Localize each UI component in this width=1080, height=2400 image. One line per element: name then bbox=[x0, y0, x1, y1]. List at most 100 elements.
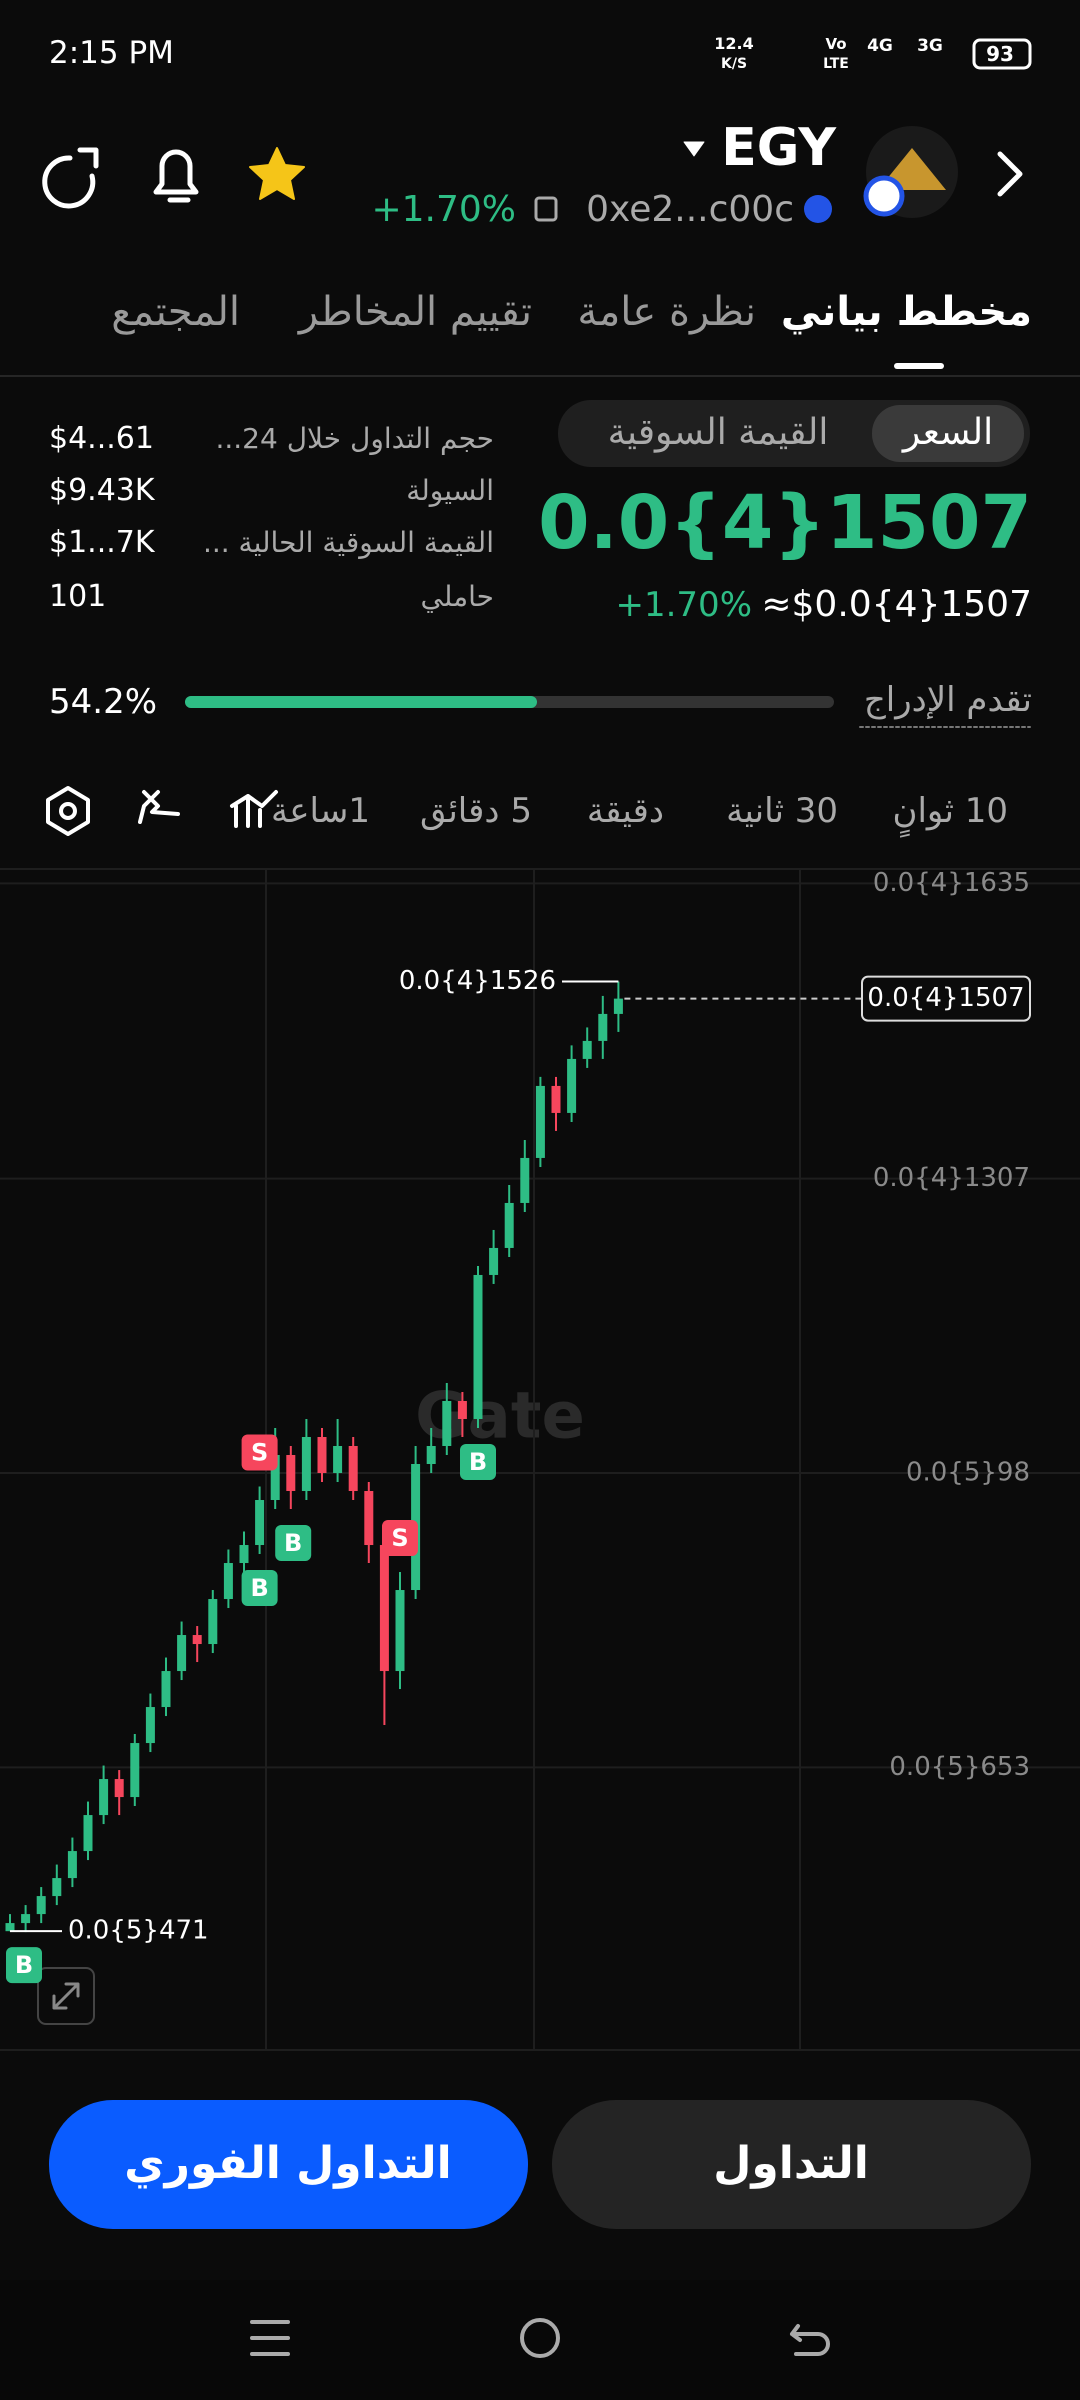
low-label: 0.0{5}471 bbox=[68, 1916, 209, 1946]
candle-body bbox=[301, 1436, 311, 1492]
candle-body bbox=[395, 1590, 405, 1672]
copy-icon[interactable] bbox=[534, 196, 558, 222]
trade-marker-label: B bbox=[469, 1448, 487, 1476]
candle-body bbox=[36, 1896, 46, 1915]
bell-icon[interactable] bbox=[153, 149, 199, 203]
candle-body bbox=[239, 1545, 249, 1564]
last-price-label: 0.0{4}1507 bbox=[867, 983, 1024, 1013]
trade-marker-label: S bbox=[251, 1439, 268, 1467]
interval[interactable]: 5 دقائق bbox=[419, 790, 532, 831]
verify-icon bbox=[804, 195, 832, 223]
candle-body bbox=[161, 1671, 171, 1708]
signal-label: LTE bbox=[823, 55, 849, 72]
net-speed: 12.4 bbox=[714, 34, 754, 54]
trade-marker-label: B bbox=[15, 1951, 33, 1979]
chain-badge bbox=[863, 175, 905, 217]
trade-marker-label: B bbox=[250, 1574, 268, 1602]
toggle-option[interactable]: السعر bbox=[902, 412, 994, 454]
candle-body bbox=[21, 1914, 31, 1924]
status-time: 2:15 PM bbox=[49, 35, 174, 72]
watermark: Gate bbox=[415, 1380, 585, 1454]
candle-body bbox=[489, 1247, 499, 1275]
candle-body bbox=[99, 1779, 109, 1816]
candle-body bbox=[83, 1815, 93, 1852]
trade-button[interactable] bbox=[552, 2100, 1031, 2229]
token-address[interactable]: 0xe2...c00c bbox=[586, 189, 794, 231]
usd-price: ≈$0.0{4}1507 bbox=[761, 584, 1032, 626]
candle-body bbox=[551, 1085, 561, 1113]
stat-value: $4...61 bbox=[49, 421, 154, 456]
progress-label: تقدم الإدراج bbox=[863, 679, 1032, 720]
settings-icon[interactable] bbox=[46, 786, 90, 836]
token-symbol[interactable]: EGY bbox=[721, 117, 836, 178]
button-label[interactable]: التداول الفوري bbox=[124, 2137, 452, 2189]
nav-home[interactable] bbox=[520, 2318, 560, 2358]
refresh-icon[interactable] bbox=[42, 147, 99, 209]
indicator-icon[interactable] bbox=[230, 790, 278, 828]
star-icon[interactable] bbox=[249, 147, 305, 200]
stat-label: السيولة bbox=[406, 474, 494, 508]
high-label: 0.0{4}1526 bbox=[399, 966, 556, 996]
tab[interactable]: تقييم المخاطر bbox=[298, 289, 532, 335]
expand-icon bbox=[52, 1982, 80, 2010]
candle-body bbox=[192, 1635, 202, 1645]
next-icon[interactable] bbox=[997, 151, 1023, 197]
candle-body bbox=[208, 1599, 218, 1645]
net-unit: K/S bbox=[720, 55, 748, 72]
trade-marker bbox=[241, 1434, 278, 1471]
nav-back[interactable] bbox=[790, 2324, 830, 2356]
candle-body bbox=[504, 1202, 514, 1248]
stat-label: حاملي bbox=[420, 580, 494, 614]
tab[interactable]: نظرة عامة bbox=[577, 289, 756, 335]
candle-body bbox=[5, 1923, 15, 1932]
candle-body bbox=[114, 1779, 124, 1798]
trade-marker bbox=[460, 1443, 496, 1480]
candle-body bbox=[223, 1563, 233, 1600]
button-label[interactable]: التداول bbox=[713, 2137, 869, 2189]
dropdown-icon[interactable] bbox=[683, 141, 705, 157]
y-tick-label: 0.0{4}1635 bbox=[873, 868, 1030, 898]
y-tick-label: 0.0{4}1307 bbox=[873, 1163, 1030, 1193]
signal-label: 4G bbox=[867, 35, 893, 56]
tab[interactable]: المجتمع bbox=[111, 289, 240, 335]
interval[interactable]: 10 ثوانٍ bbox=[892, 790, 1008, 831]
candle-body bbox=[613, 998, 623, 1014]
candle-body bbox=[177, 1635, 187, 1672]
interval[interactable]: دقيقة bbox=[586, 790, 664, 831]
battery-icon bbox=[972, 38, 1032, 70]
trade-marker-label: B bbox=[284, 1529, 302, 1557]
stat-value: $1...7K bbox=[49, 525, 155, 560]
last-price-box bbox=[861, 975, 1031, 1022]
trade-marker bbox=[241, 1570, 278, 1607]
candle-body bbox=[442, 1400, 452, 1446]
interval[interactable]: 1ساعة bbox=[270, 790, 370, 831]
tab[interactable]: مخطط بياني bbox=[780, 289, 1032, 335]
candle-body bbox=[582, 1040, 592, 1059]
candle-body bbox=[67, 1851, 77, 1879]
nav-menu[interactable] bbox=[250, 2320, 290, 2356]
toggle-active[interactable] bbox=[872, 405, 1024, 462]
candle-body bbox=[52, 1878, 62, 1897]
candle-body bbox=[520, 1157, 530, 1203]
progress-track bbox=[185, 696, 834, 708]
candle-body bbox=[567, 1058, 577, 1113]
signal-label: 3G bbox=[917, 35, 943, 56]
signal-label: Vo bbox=[825, 35, 847, 53]
settings-icon-core bbox=[59, 802, 77, 820]
trade-marker bbox=[6, 1947, 42, 1984]
progress-fill bbox=[185, 696, 537, 708]
candle-body bbox=[255, 1500, 265, 1546]
interval[interactable]: 30 ثانية bbox=[726, 790, 838, 831]
y-tick-label: 0.0{5}98 bbox=[906, 1458, 1030, 1488]
spot-trade-button[interactable] bbox=[49, 2100, 528, 2229]
toggle-option[interactable]: القيمة السوقية bbox=[607, 412, 829, 454]
battery-level: 93 bbox=[986, 42, 1014, 66]
progress-value: 54.2% bbox=[49, 681, 158, 722]
price: 0.0{4}1507 bbox=[538, 479, 1032, 566]
candle-body bbox=[145, 1707, 155, 1744]
draw-icon[interactable] bbox=[138, 790, 180, 824]
y-tick-label: 0.0{5}653 bbox=[889, 1752, 1030, 1782]
expand-button[interactable] bbox=[37, 1967, 95, 2025]
candle-body bbox=[457, 1400, 467, 1419]
